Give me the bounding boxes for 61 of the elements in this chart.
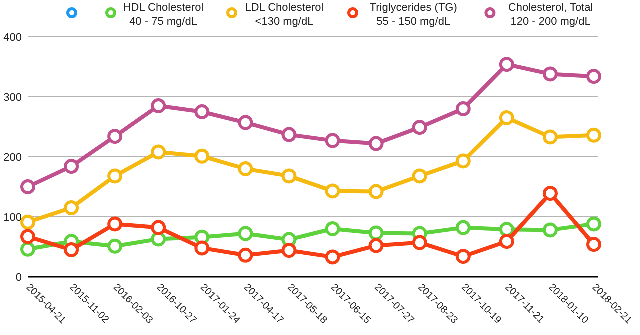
point (238, 226, 254, 242)
point (325, 222, 340, 236)
y-tick-label: 400 (4, 32, 22, 44)
point (108, 216, 123, 232)
point (238, 248, 254, 263)
point (368, 226, 384, 241)
point (456, 154, 471, 169)
point (108, 238, 123, 254)
point (456, 102, 471, 116)
point (108, 129, 123, 144)
point (542, 186, 558, 202)
point (282, 127, 297, 142)
point (20, 180, 36, 194)
point (499, 222, 514, 238)
point (325, 184, 340, 199)
point (456, 220, 471, 236)
point (368, 184, 384, 200)
point (282, 168, 297, 184)
point (64, 242, 80, 258)
point (194, 240, 210, 256)
point (412, 235, 428, 250)
point (64, 159, 80, 174)
point (151, 232, 166, 247)
point (412, 120, 428, 136)
point (542, 222, 558, 238)
point (238, 162, 254, 176)
point (325, 250, 340, 265)
y-tick-label: 0 (16, 272, 22, 284)
point (194, 148, 210, 164)
y-tick-label: 100 (4, 212, 22, 224)
point (20, 229, 36, 244)
point (151, 98, 166, 114)
point (151, 220, 166, 236)
point (325, 133, 340, 148)
point (151, 144, 166, 160)
point (20, 242, 36, 257)
point (194, 104, 210, 120)
point (499, 57, 514, 72)
legend-label: Cholesterol, Total 120 - 200 mg/dL (508, 2, 594, 28)
legend-label: Triglycerides (TG) 55 - 150 mg/dL (370, 2, 458, 28)
point (499, 234, 514, 250)
point (586, 128, 602, 143)
point (586, 237, 602, 252)
point (586, 216, 602, 232)
y-tick-label: 300 (4, 92, 22, 104)
point (368, 136, 384, 152)
point (499, 110, 514, 126)
point (108, 168, 123, 184)
point (238, 115, 254, 130)
point (282, 243, 297, 258)
point (368, 238, 384, 254)
point (412, 168, 428, 184)
point (64, 200, 80, 216)
legend-label: HDL Cholesterol 40 - 75 mg/dL (123, 2, 204, 28)
y-tick-label: 200 (4, 152, 22, 164)
point (542, 66, 558, 82)
point (20, 214, 36, 230)
point (542, 130, 558, 145)
point (586, 69, 602, 84)
point (456, 249, 471, 264)
legend-label: LDL Cholesterol <130 mg/dL (245, 2, 324, 28)
